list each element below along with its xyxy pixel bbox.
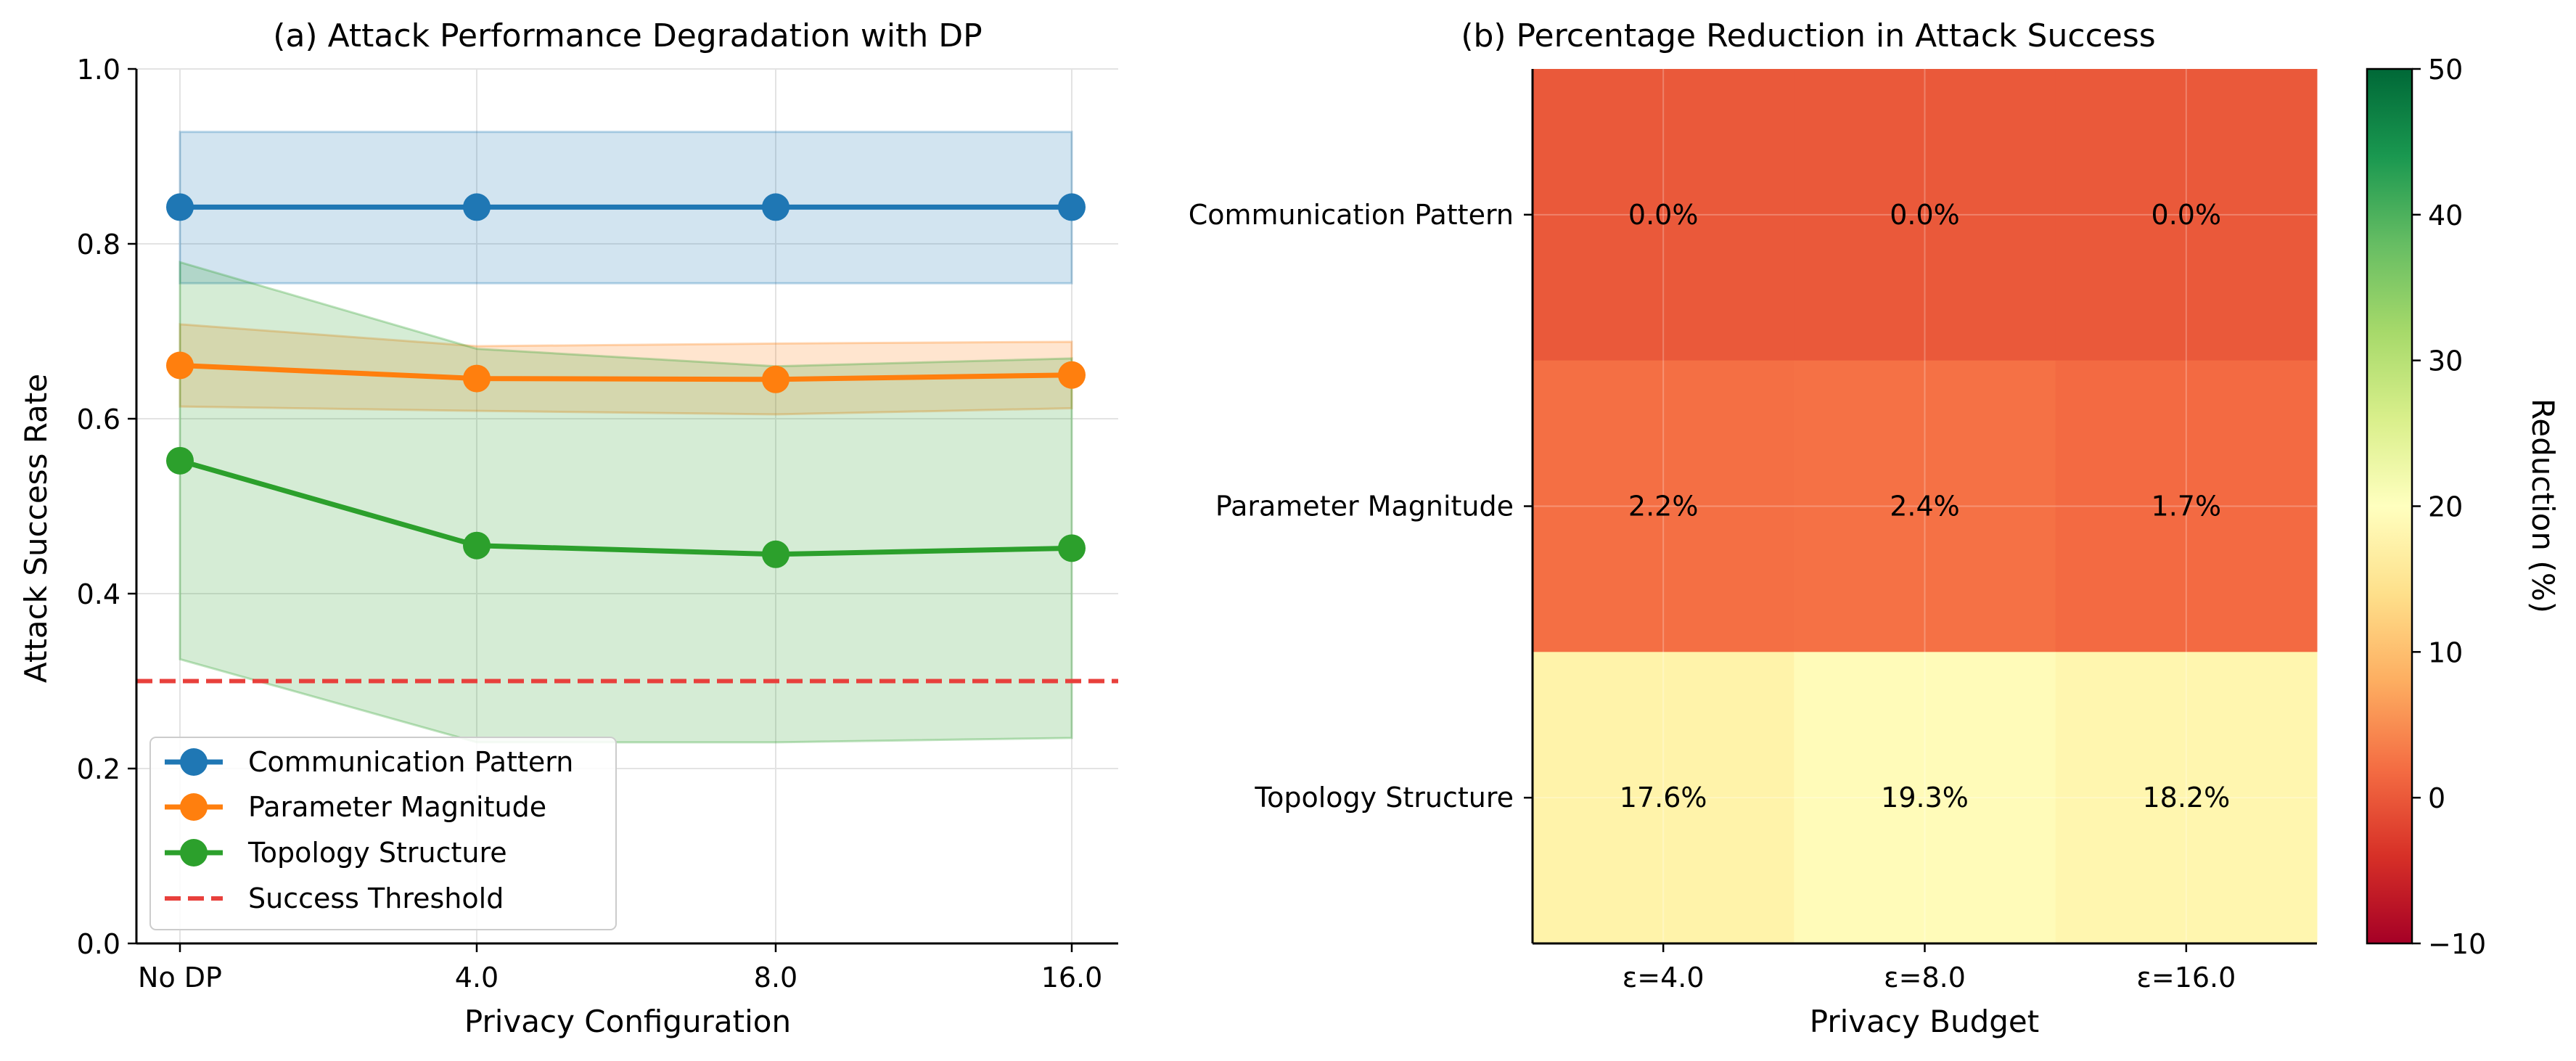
colorbar: −10 0 10 20 30 40 50 Reduction (%) [2366, 54, 2561, 960]
heatmap-cell [1794, 652, 2056, 944]
data-point [1058, 361, 1086, 389]
line-chart-panel: 0.0 0.2 0.4 0.6 0.8 1.0 No DP 4.0 8.0 16.0 (a) At… [18, 17, 1118, 1039]
x-tick-label: ε=8.0 [1884, 962, 1966, 994]
cell-value-label: 0.0% [2152, 199, 2222, 231]
y-tick-label: Parameter Magnitude [1215, 491, 1514, 523]
legend-marker [180, 793, 208, 821]
axes [1524, 69, 2317, 952]
heatmap-panel: 0.0% 0.0% 0.0%2.2% 2.4% 1.7%17.6% 19.3% 18.2% … [1189, 17, 2318, 1039]
colorbar-tick-label: −10 [2428, 928, 2486, 960]
chart-title: (a) Attack Performance Degradation with … [273, 17, 982, 54]
colorbar-tick-label: 20 [2428, 491, 2463, 523]
heatmap-cell [1794, 360, 2056, 652]
y-tick-label: 0.2 [77, 753, 120, 785]
data-point [1058, 534, 1086, 562]
legend: Communication Pattern Parameter Magnitude… [149, 737, 617, 930]
heatmap-cell [2055, 652, 2318, 944]
confidence-band [179, 261, 1073, 744]
x-axis-label: Privacy Budget [1810, 1004, 2039, 1039]
heatmap-cell [1533, 652, 1794, 944]
x-axis-label: Privacy Configuration [464, 1004, 791, 1039]
data-point [762, 365, 789, 393]
cell-value-label: 2.2% [1628, 491, 1699, 523]
y-tick-label: 0.0 [77, 928, 120, 960]
legend-label: Parameter Magnitude [248, 791, 546, 823]
y-tick-label: 0.4 [77, 578, 120, 610]
data-point [166, 446, 194, 475]
x-tick-label: ε=4.0 [1623, 962, 1705, 994]
confidence-bands [179, 131, 1073, 744]
series-lines [166, 193, 1086, 568]
x-tick-label: 16.0 [1041, 962, 1103, 994]
y-axis-label: Attack Success Rate [18, 374, 54, 683]
heatmap-cell [2055, 360, 2318, 652]
heatmap-cell [2055, 69, 2318, 361]
data-point [762, 193, 789, 221]
y-tick-label: Communication Pattern [1189, 199, 1514, 231]
cell-value-label: 0.0% [1628, 199, 1699, 231]
x-tick-label: No DP [138, 962, 222, 994]
cell-value-label: 19.3% [1881, 782, 1969, 814]
series-line [179, 362, 1072, 382]
heatmap-cell [1794, 69, 2056, 361]
colorbar-label: Reduction (%) [2525, 398, 2561, 613]
data-point [1058, 193, 1086, 221]
heatmap-cell [1533, 360, 1794, 652]
data-point [762, 540, 789, 568]
y-tick-label: 1.0 [77, 54, 120, 86]
heatmap-cell [1533, 69, 1794, 361]
cell-value-label: 2.4% [1890, 491, 1960, 523]
data-point [166, 351, 194, 380]
colorbar-tick-label: 30 [2428, 345, 2463, 377]
cell-value-label: 17.6% [1620, 782, 1707, 814]
legend-marker [180, 748, 208, 776]
data-point [463, 531, 491, 560]
tick-labels: 0.0 0.2 0.4 0.6 0.8 1.0 No DP 4.0 8.0 16.0 [77, 54, 1103, 994]
confidence-band [179, 323, 1073, 416]
colorbar-tick-label: 10 [2428, 636, 2463, 668]
series-line [179, 458, 1072, 557]
colorbar-tick-label: 0 [2428, 782, 2445, 814]
tick-labels: ε=4.0 ε=8.0 ε=16.0 Communication Pattern Par… [1189, 199, 2236, 994]
cell-value-label: 1.7% [2152, 491, 2222, 523]
legend-box [149, 737, 617, 930]
legend-label: Communication Pattern [248, 746, 573, 778]
x-tick-label: ε=16.0 [2136, 962, 2236, 994]
legend-label: Topology Structure [247, 837, 507, 869]
chart-title: (b) Percentage Reduction in Attack Succe… [1461, 17, 2155, 54]
cell-value-label: 18.2% [2142, 782, 2230, 814]
colorbar-gradient [2366, 67, 2413, 945]
legend-marker [180, 839, 208, 867]
data-point [166, 193, 194, 221]
x-tick-label: 4.0 [455, 962, 499, 994]
colorbar-ticks: −10 0 10 20 30 40 50 [2412, 54, 2486, 960]
colorbar-tick-label: 40 [2428, 200, 2463, 232]
legend-label: Success Threshold [248, 882, 504, 914]
y-tick-label: Topology Structure [1254, 782, 1514, 814]
y-tick-label: 0.6 [77, 403, 120, 435]
cell-labels: 0.0% 0.0% 0.0% 2.2% 2.4% 1.7% 17.6% 19.3% 18.2% [1620, 199, 2230, 814]
axes [128, 67, 1118, 952]
cell-value-label: 0.0% [1890, 199, 1960, 231]
y-tick-label: 0.8 [77, 229, 120, 261]
data-point [463, 193, 491, 221]
grid-lines [1533, 69, 2317, 943]
colorbar-tick-label: 50 [2428, 54, 2463, 86]
heatmap-cells [1533, 69, 2318, 944]
data-point [463, 364, 491, 393]
x-tick-label: 8.0 [754, 962, 797, 994]
